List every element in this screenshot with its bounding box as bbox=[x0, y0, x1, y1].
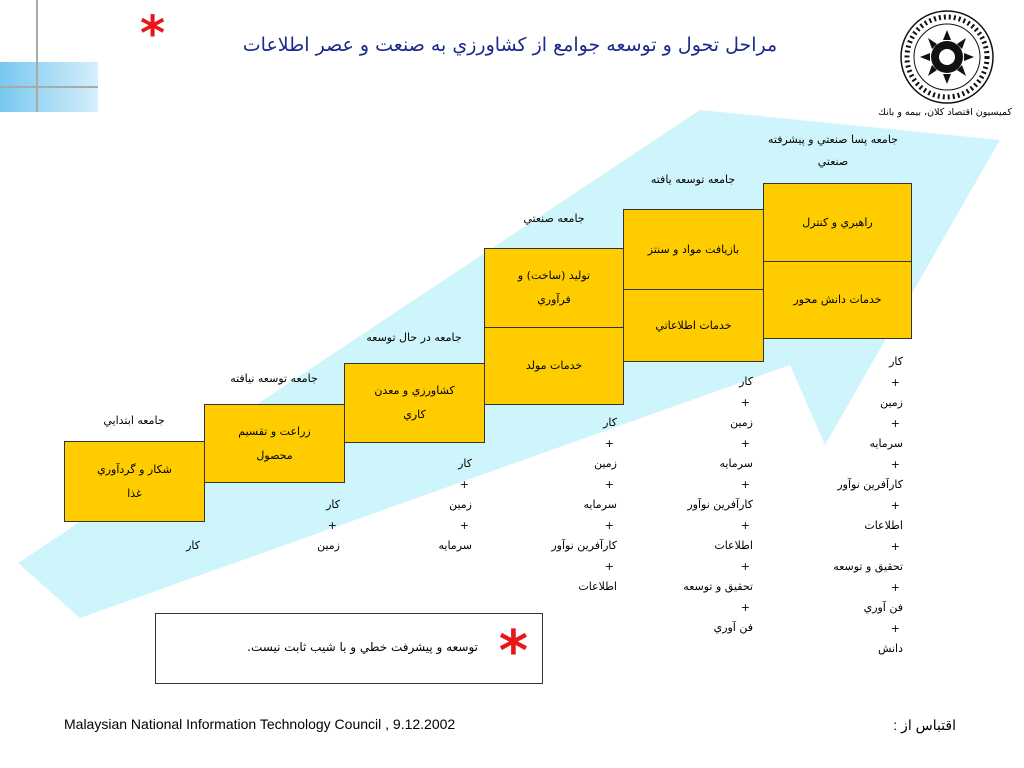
title-star-icon: * bbox=[140, 6, 166, 62]
stage-label-undeveloped: جامعه توسعه نيافته bbox=[230, 372, 318, 385]
stage-label-primitive: جامعه ابتدايي bbox=[103, 414, 165, 427]
box-information-services: خدمات اطلاعاتي bbox=[623, 289, 764, 362]
box-recycling-synthesis: بازيافت مواد و سنتز bbox=[623, 209, 764, 290]
box-leadership-control: راهبري و كنترل bbox=[763, 183, 912, 262]
resource-list-primitive: كار bbox=[186, 539, 200, 552]
box-productive-services: خدمات مولد bbox=[484, 327, 624, 405]
corner-horizontal-line bbox=[0, 86, 98, 88]
note-box: توسعه و پيشرفت خطي و با شيب ثابت نيست. * bbox=[155, 613, 543, 684]
corner-vertical-line bbox=[36, 0, 38, 112]
stage-label-post-industrial: جامعه پسا صنعتي و پيشرفته صنعتي bbox=[768, 133, 898, 168]
box-farming-mining: كشاورزي و معدن كاري bbox=[344, 363, 485, 443]
box-hunting-gathering: شكار و گردآوري غذا bbox=[64, 441, 205, 522]
stage-label-developing: جامعه در حال توسعه bbox=[366, 331, 462, 344]
note-star-icon: * bbox=[498, 619, 528, 684]
logo-caption: كميسيون اقتصاد كلان، بيمه و بانك bbox=[878, 107, 1012, 118]
resource-list-post-industrial: كار + زمين + سرمايه + كارآفرين نوآور + اطلاعات + ت… bbox=[833, 355, 903, 655]
note-text: توسعه و پيشرفت خطي و با شيب ثابت نيست. bbox=[247, 640, 478, 654]
chamber-logo-icon bbox=[900, 10, 994, 104]
footer-source: Malaysian National Information Technolog… bbox=[64, 716, 456, 732]
resource-list-developing: كار + زمين + سرمايه bbox=[438, 457, 473, 552]
box-agriculture: زراعت و تقسيم محصول bbox=[204, 404, 345, 483]
resource-list-developed: كار + زمين + سرمايه + كارآفرين نوآور + اطلاعات + ت… bbox=[683, 375, 753, 634]
footer-quote-label: اقتباس از : bbox=[893, 717, 956, 733]
box-manufacturing: توليد (ساخت) و فرآوري bbox=[484, 248, 624, 328]
stage-label-industrial: جامعه صنعتي bbox=[523, 212, 585, 225]
resource-list-industrial: كار + زمين + سرمايه + كارآفرين نوآور + اطلاعات bbox=[551, 416, 617, 593]
page-title: مراحل تحول و توسعه جوامع از كشاورزي به ص… bbox=[242, 34, 778, 56]
box-knowledge-services: خدمات دانش محور bbox=[763, 261, 912, 339]
resource-list-undeveloped: كار + زمين bbox=[317, 498, 340, 552]
stage-label-developed: جامعه توسعه يافته bbox=[650, 173, 736, 186]
